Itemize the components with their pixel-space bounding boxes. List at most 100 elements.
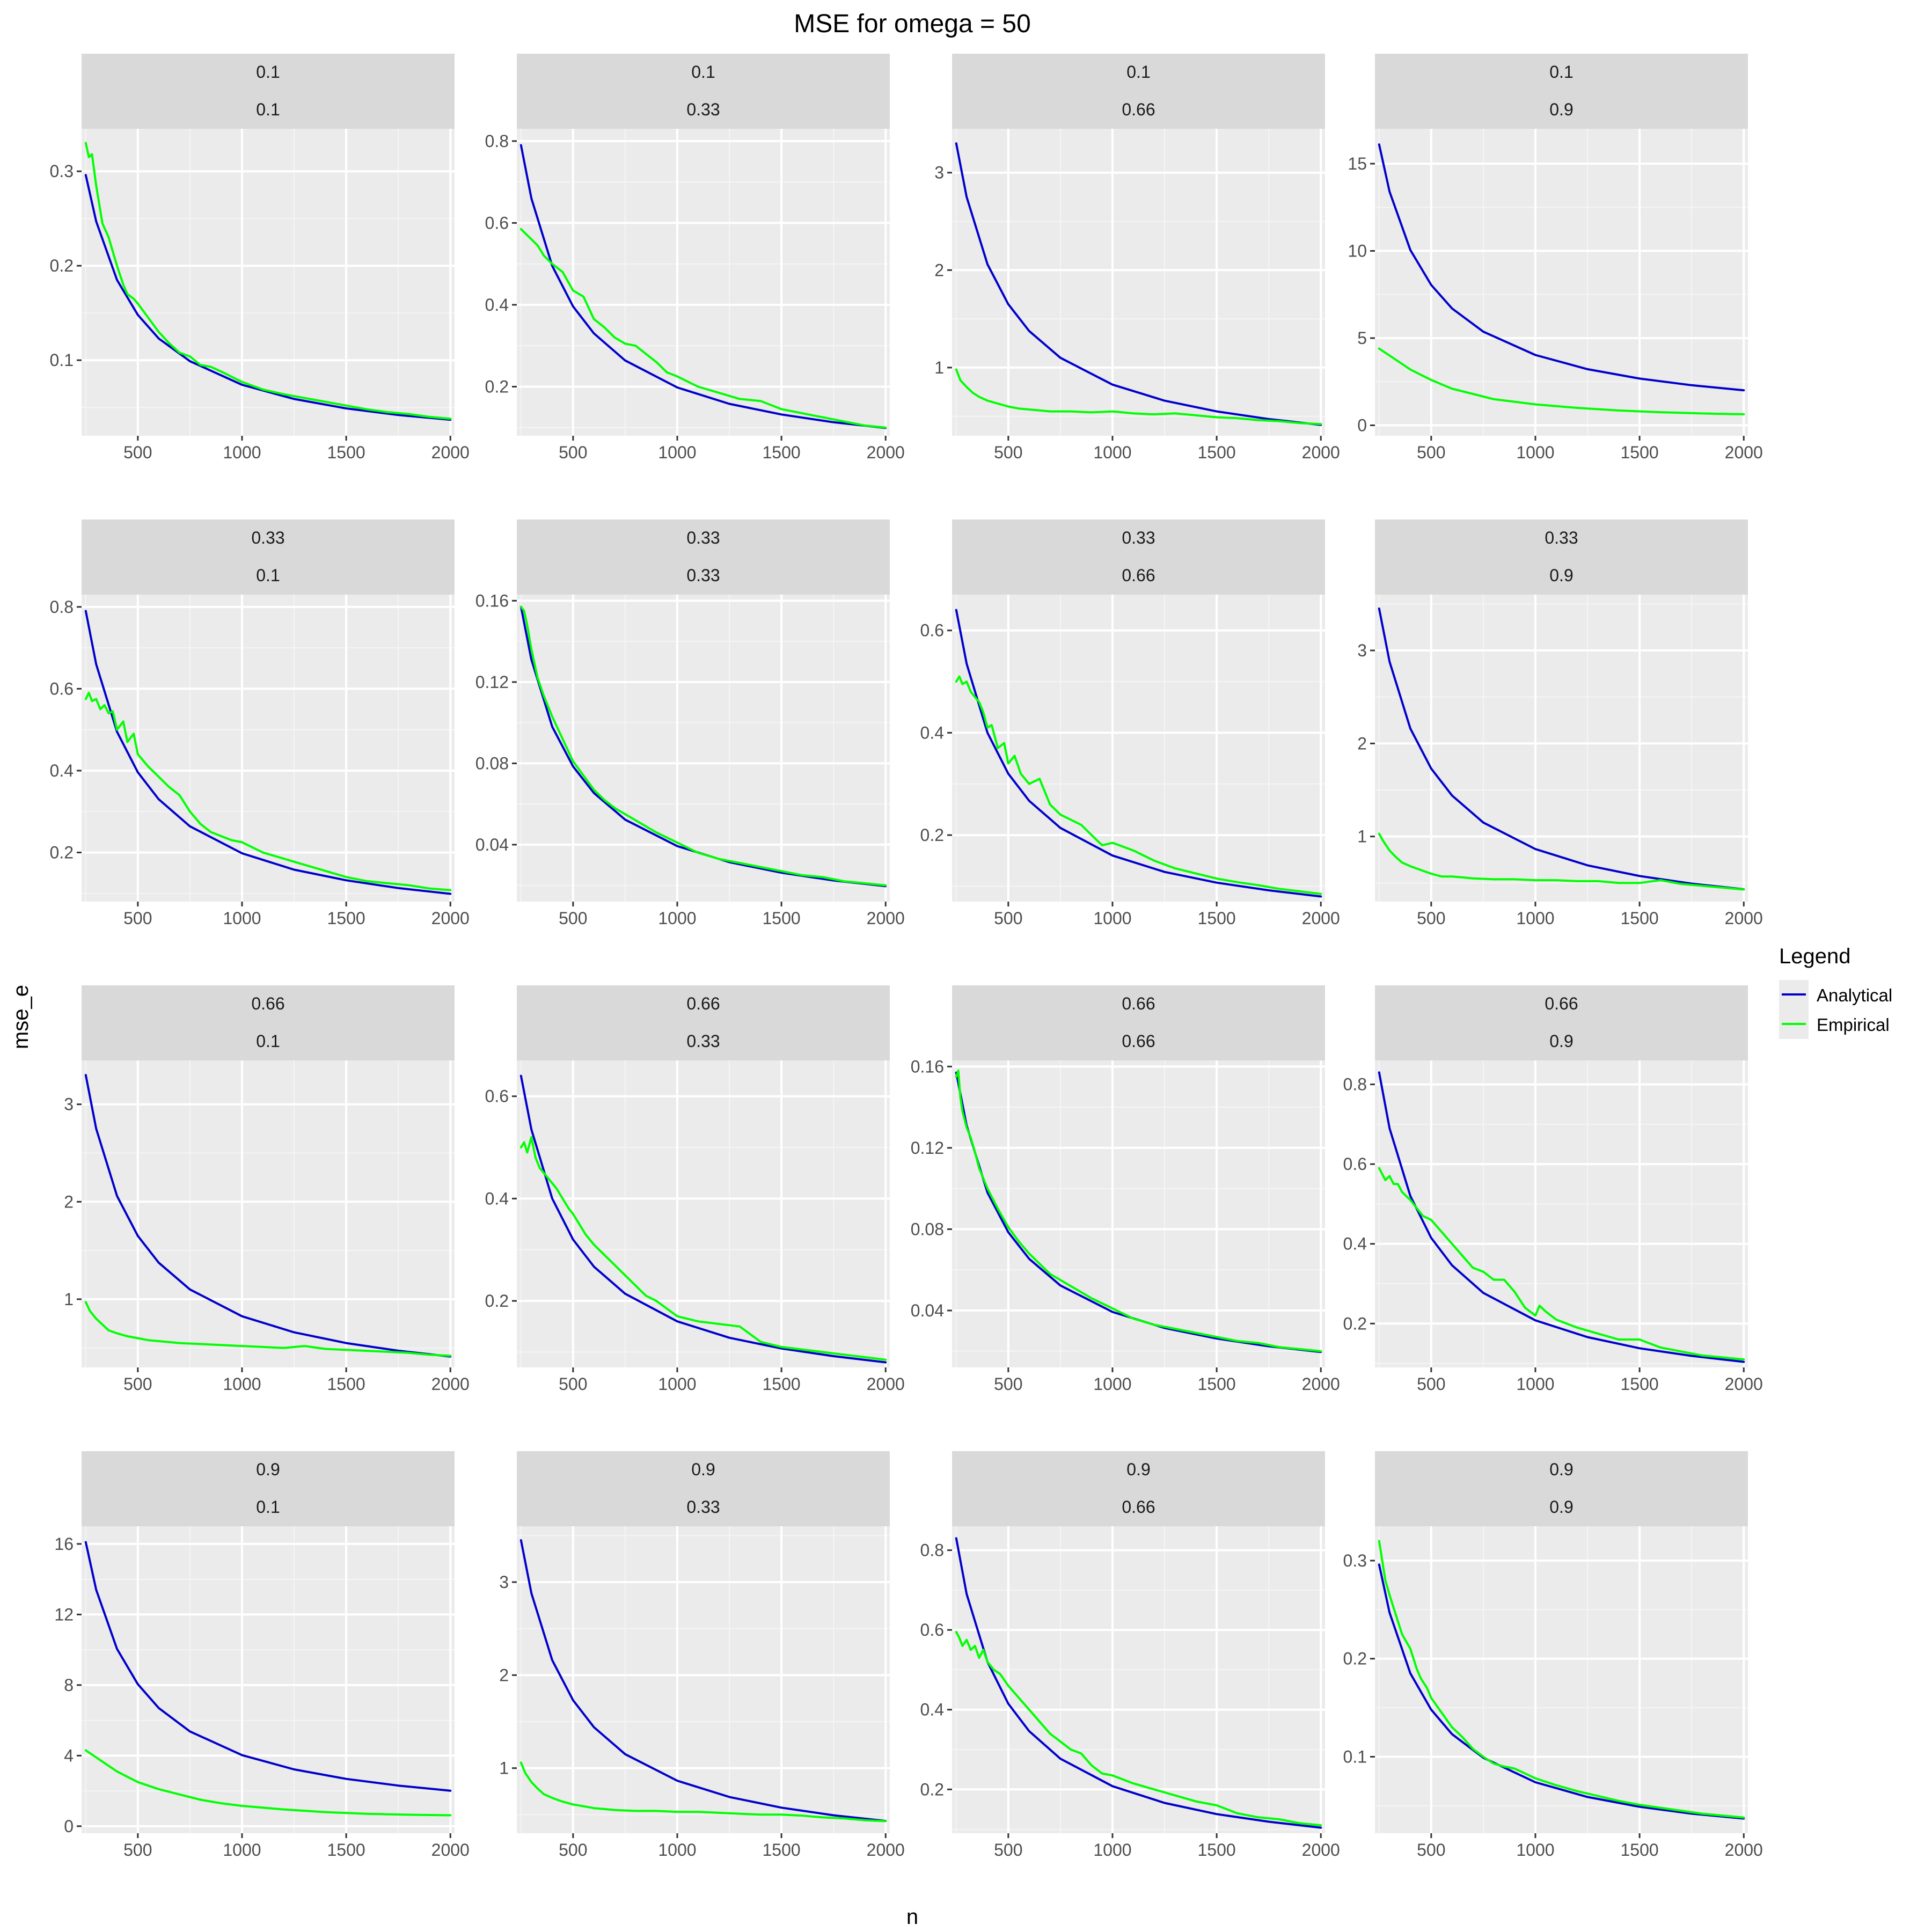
facet-strip-label-top: 0.1 bbox=[256, 62, 280, 82]
y-tick-label: 0.6 bbox=[485, 213, 509, 232]
x-tick-label: 500 bbox=[559, 1374, 587, 1394]
facet-panel: 0.33 0.33 500 1000 1500 2000 0.04 0.08 0.12 0.16 bbox=[475, 519, 905, 928]
x-tick-label: 1500 bbox=[327, 1840, 365, 1860]
y-tick-label: 0.1 bbox=[50, 350, 74, 370]
y-tick-label: 16 bbox=[54, 1534, 74, 1554]
x-tick-label: 2000 bbox=[431, 909, 470, 928]
y-tick-label: 0.1 bbox=[1343, 1747, 1367, 1766]
facet-strip-label-top: 0.33 bbox=[251, 528, 284, 547]
y-tick-label: 0.8 bbox=[1343, 1075, 1367, 1094]
facet-panel: 0.33 0.66 500 1000 1500 2000 0.2 0.4 0.6 bbox=[920, 519, 1340, 928]
series-line-empirical bbox=[1378, 1540, 1745, 1819]
facet-panel: 0.9 0.1 500 1000 1500 2000 0 4 8 12 16 bbox=[54, 1451, 470, 1860]
facet-panel: 0.66 0.33 500 1000 1500 2000 0.2 0.4 0.6 bbox=[485, 985, 905, 1394]
facet-strip bbox=[82, 1451, 455, 1526]
y-tick-label: 0.12 bbox=[911, 1138, 944, 1158]
facet-strip-label-top: 0.66 bbox=[686, 994, 720, 1013]
y-tick-label: 0.2 bbox=[1343, 1649, 1367, 1668]
facet-strip bbox=[517, 519, 890, 595]
y-tick-label: 0.4 bbox=[485, 295, 509, 314]
y-tick-label: 1 bbox=[1357, 827, 1367, 846]
facet-panel: 0.1 0.1 500 1000 1500 2000 0.1 0.2 0.3 bbox=[50, 54, 470, 462]
y-tick-label: 0.16 bbox=[475, 591, 509, 610]
y-tick-label: 3 bbox=[1357, 641, 1367, 660]
facet-strip bbox=[82, 985, 455, 1060]
x-tick-label: 2000 bbox=[1725, 1374, 1763, 1394]
panel-background bbox=[517, 1526, 890, 1833]
panel-background bbox=[1375, 1060, 1748, 1367]
facet-strip-label-top: 0.9 bbox=[691, 1460, 715, 1479]
panel-background bbox=[82, 1526, 455, 1833]
y-tick-label: 8 bbox=[64, 1675, 74, 1695]
y-tick-label: 0.04 bbox=[911, 1301, 944, 1320]
x-tick-label: 2000 bbox=[1725, 1840, 1763, 1860]
y-tick-label: 0.6 bbox=[485, 1087, 509, 1106]
facet-strip-label-top: 0.33 bbox=[1545, 528, 1578, 547]
facet-strip-label-bottom: 0.66 bbox=[1122, 1497, 1155, 1517]
y-tick-label: 0.2 bbox=[1343, 1314, 1367, 1333]
facet-strip-label-top: 0.9 bbox=[256, 1460, 280, 1479]
x-tick-label: 2000 bbox=[431, 1840, 470, 1860]
facet-strip-label-top: 0.66 bbox=[1545, 994, 1578, 1013]
y-tick-label: 0.6 bbox=[920, 621, 944, 640]
legend: Legend Analytical Empirical bbox=[1779, 945, 1892, 1039]
x-tick-label: 1500 bbox=[327, 909, 365, 928]
y-tick-label: 1 bbox=[934, 358, 944, 377]
y-tick-label: 3 bbox=[934, 163, 944, 182]
y-tick-label: 4 bbox=[64, 1746, 74, 1765]
x-tick-label: 1000 bbox=[223, 1840, 261, 1860]
facet-strip-label-top: 0.9 bbox=[1126, 1460, 1150, 1479]
y-tick-label: 0.4 bbox=[1343, 1234, 1367, 1254]
series-line-empirical bbox=[519, 228, 887, 429]
x-axis-label: n bbox=[906, 1905, 918, 1929]
facet-strip bbox=[952, 1451, 1325, 1526]
series-line-empirical bbox=[1378, 347, 1745, 415]
facet-panel: 0.1 0.9 500 1000 1500 2000 0 5 10 15 bbox=[1348, 54, 1763, 462]
x-tick-label: 2000 bbox=[1302, 1840, 1340, 1860]
x-tick-label: 2000 bbox=[1302, 1374, 1340, 1394]
facet-strip bbox=[517, 1451, 890, 1526]
x-tick-label: 500 bbox=[559, 443, 587, 462]
x-tick-label: 1000 bbox=[1093, 1374, 1131, 1394]
y-tick-label: 0.2 bbox=[920, 1780, 944, 1799]
facet-strip bbox=[952, 985, 1325, 1060]
x-tick-label: 2000 bbox=[1725, 909, 1763, 928]
y-tick-label: 0.2 bbox=[485, 377, 509, 396]
series-line-empirical bbox=[519, 1136, 887, 1361]
y-tick-label: 0.8 bbox=[50, 597, 74, 617]
y-tick-label: 0.6 bbox=[920, 1620, 944, 1640]
facet-strip bbox=[517, 54, 890, 129]
panel-background bbox=[517, 129, 890, 436]
x-tick-label: 1500 bbox=[1621, 443, 1659, 462]
facet-strip bbox=[1375, 54, 1748, 129]
x-tick-label: 500 bbox=[123, 443, 152, 462]
series-line-empirical bbox=[955, 675, 1322, 895]
series-line-empirical bbox=[519, 605, 887, 887]
facet-panels: 0.10.1500 1000 1500 20000.10.20.30.10.33500… bbox=[50, 54, 1763, 1860]
series-line-empirical bbox=[1378, 1167, 1745, 1361]
series-line-analytical bbox=[955, 1537, 1322, 1829]
y-axis-label: mse_e bbox=[9, 985, 33, 1049]
y-tick-label: 0.8 bbox=[920, 1541, 944, 1560]
x-tick-label: 2000 bbox=[431, 443, 470, 462]
series-line-empirical bbox=[955, 1630, 1322, 1827]
x-tick-label: 1500 bbox=[1198, 1840, 1236, 1860]
x-tick-label: 2000 bbox=[1302, 909, 1340, 928]
x-tick-label: 500 bbox=[994, 443, 1022, 462]
facet-panel: 0.1 0.66 500 1000 1500 2000 1 2 3 bbox=[934, 54, 1340, 462]
y-tick-label: 1 bbox=[499, 1759, 509, 1778]
x-tick-label: 1500 bbox=[1621, 1374, 1659, 1394]
panel-background bbox=[82, 595, 455, 902]
facet-strip-label-top: 0.33 bbox=[1122, 528, 1155, 547]
facet-strip-label-bottom: 0.1 bbox=[256, 566, 280, 585]
facet-panel: 0.9 0.9 500 1000 1500 2000 0.1 0.2 0.3 bbox=[1343, 1451, 1763, 1860]
series-line-analytical bbox=[955, 609, 1322, 898]
x-tick-label: 500 bbox=[123, 909, 152, 928]
panel-background bbox=[952, 1060, 1325, 1367]
x-tick-label: 1500 bbox=[763, 1840, 801, 1860]
series-line-analytical bbox=[955, 142, 1322, 426]
facet-strip bbox=[952, 519, 1325, 595]
panel-background bbox=[952, 595, 1325, 902]
x-tick-label: 1000 bbox=[1516, 443, 1554, 462]
y-tick-label: 1 bbox=[64, 1290, 74, 1309]
